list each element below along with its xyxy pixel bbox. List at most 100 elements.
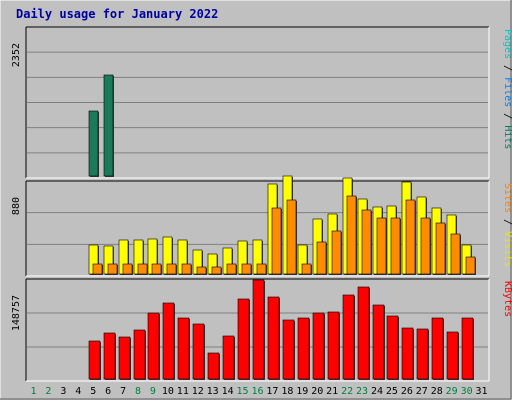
y-max-label-kbytes: 148757 (11, 295, 22, 331)
bar-kbytes-day-7 (118, 336, 131, 380)
legend-separator: / (502, 213, 512, 231)
bar-sites-day-26 (405, 199, 416, 275)
bar-sites-day-7 (122, 263, 133, 275)
x-tick-label-day-5: 5 (90, 386, 96, 397)
bar-kbytes-day-5 (88, 340, 101, 380)
bar-sites-day-21 (331, 230, 342, 275)
bar-sites-day-6 (107, 263, 118, 275)
bar-sites-day-14 (226, 263, 237, 275)
bar-kbytes-day-27 (416, 328, 429, 380)
panel-kbytes: 148757 KBytes (11, 278, 512, 382)
bar-sites-day-24 (376, 217, 387, 275)
bar-kbytes-day-9 (147, 312, 160, 380)
bar-sites-day-11 (181, 263, 192, 275)
legend-entry-files: Files (502, 77, 512, 107)
x-tick-label-day-4: 4 (75, 386, 81, 397)
x-tick-label-day-13: 13 (207, 386, 219, 397)
x-tick-label-day-30: 30 (461, 386, 473, 397)
bar-sites-day-12 (196, 266, 207, 275)
x-tick-label-day-9: 9 (150, 386, 156, 397)
y-max-label-hits: 2352 (11, 43, 22, 67)
bar-sites-day-20 (316, 241, 327, 275)
legend-separator: / (502, 59, 512, 77)
bar-kbytes-day-17 (267, 296, 280, 380)
legend-hits: Pages / Files / Hits (502, 29, 512, 149)
panel-hits: 2352 Pages / Files / Hits (11, 26, 512, 179)
x-tick-label-day-23: 23 (356, 386, 368, 397)
x-tick-label-day-22: 22 (341, 386, 353, 397)
x-axis-labels: 1 2 3 4 5 6 7 8 9 10 11 12 13 14 15 16 17 18 19 20 21 22 23 24 2… (30, 386, 487, 397)
bar-sites-day-19 (301, 263, 312, 275)
x-tick-label-day-3: 3 (60, 386, 66, 397)
bar-sites-day-23 (361, 209, 372, 275)
bar-kbytes-day-26 (401, 327, 414, 380)
legend-entry-pages: Pages (502, 29, 512, 59)
bar-sites-day-29 (450, 233, 461, 275)
bar-kbytes-day-6 (103, 332, 116, 380)
x-tick-label-day-28: 28 (431, 386, 443, 397)
x-tick-label-day-14: 14 (222, 386, 234, 397)
x-tick-label-day-16: 16 (251, 386, 263, 397)
bar-kbytes-day-18 (282, 319, 295, 380)
bar-kbytes-day-23 (357, 286, 370, 380)
bar-sites-day-27 (420, 217, 431, 275)
x-tick-label-day-25: 25 (386, 386, 398, 397)
x-tick-label-day-17: 17 (266, 386, 278, 397)
chart-title: Daily usage for January 2022 (16, 7, 218, 21)
panels-layer: 2352 Pages / Files / Hits 880 Sites / Visit… (11, 26, 512, 382)
bar-kbytes-day-8 (133, 329, 146, 380)
x-tick-label-day-12: 12 (192, 386, 204, 397)
y-max-label-visits: 880 (11, 197, 22, 215)
bar-kbytes-day-19 (297, 317, 310, 380)
bar-hits-day-6 (103, 74, 114, 177)
bar-sites-day-5 (92, 263, 103, 275)
bar-kbytes-day-10 (162, 302, 175, 380)
bar-sites-day-17 (271, 207, 282, 275)
bar-sites-day-8 (137, 263, 148, 275)
x-tick-label-day-2: 2 (45, 386, 51, 397)
bar-kbytes-day-25 (386, 315, 399, 380)
bar-sites-day-30 (465, 256, 476, 275)
bar-sites-day-15 (241, 263, 252, 275)
x-tick-label-day-7: 7 (120, 386, 126, 397)
x-tick-label-day-20: 20 (311, 386, 323, 397)
legend-visits: Sites / Visits (502, 183, 512, 267)
x-tick-label-day-29: 29 (446, 386, 458, 397)
bar-sites-day-9 (151, 263, 162, 275)
x-tick-label-day-18: 18 (281, 386, 293, 397)
bar-kbytes-day-24 (372, 304, 385, 380)
bar-sites-day-22 (346, 195, 357, 275)
bar-kbytes-day-29 (446, 331, 459, 380)
legend-entry-hits: Hits (502, 125, 512, 149)
bar-sites-day-28 (435, 222, 446, 275)
bar-kbytes-day-14 (222, 335, 235, 380)
bar-hits-day-5 (88, 110, 99, 177)
bar-kbytes-day-11 (177, 317, 190, 380)
bar-kbytes-day-28 (431, 317, 444, 380)
x-tick-label-day-31: 31 (476, 386, 488, 397)
panel-visits: 880 Sites / Visits (11, 175, 512, 277)
x-tick-label-day-1: 1 (30, 386, 36, 397)
legend-kbytes: KBytes (502, 281, 512, 317)
bar-kbytes-day-30 (461, 317, 474, 380)
x-tick-label-day-15: 15 (237, 386, 249, 397)
x-tick-label-day-26: 26 (401, 386, 413, 397)
legend-entry-visits: Visits (502, 231, 512, 267)
bar-kbytes-day-21 (327, 311, 340, 380)
x-tick-label-day-6: 6 (105, 386, 111, 397)
bar-sites-day-18 (286, 199, 297, 275)
x-tick-label-day-11: 11 (177, 386, 189, 397)
x-tick-label-day-19: 19 (296, 386, 308, 397)
bar-sites-day-25 (390, 217, 401, 275)
bar-kbytes-day-12 (192, 323, 205, 380)
x-tick-label-day-8: 8 (135, 386, 141, 397)
legend-separator: / (502, 107, 512, 125)
bar-sites-day-10 (166, 263, 177, 275)
x-tick-label-day-24: 24 (371, 386, 383, 397)
x-tick-label-day-21: 21 (326, 386, 338, 397)
bar-kbytes-day-16 (252, 279, 265, 380)
x-tick-label-day-27: 27 (416, 386, 428, 397)
bar-kbytes-day-22 (342, 294, 355, 380)
bar-kbytes-day-13 (207, 352, 220, 380)
